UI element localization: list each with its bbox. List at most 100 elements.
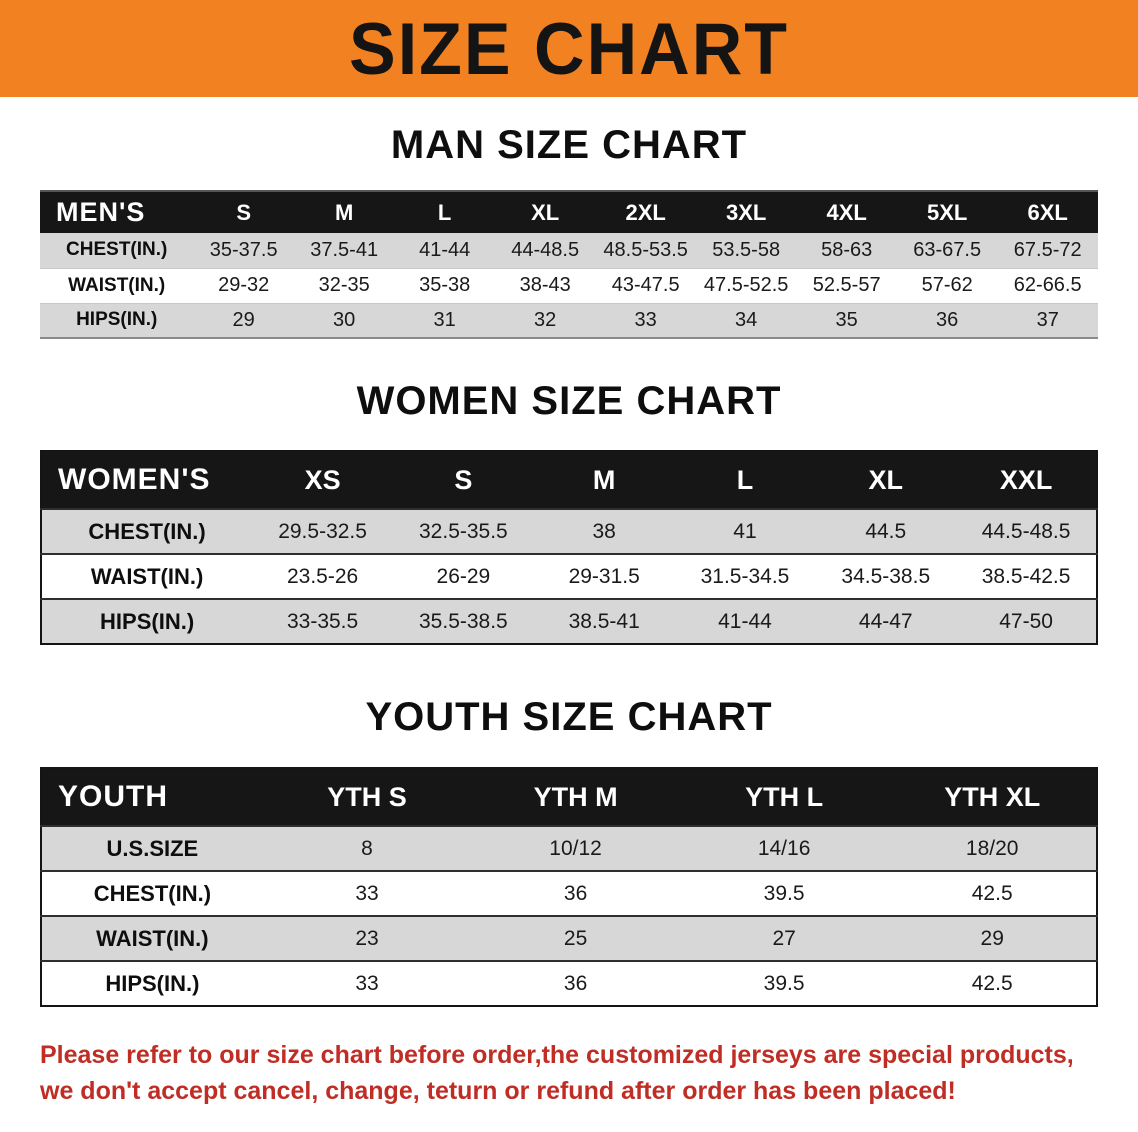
men-cell: 32-35 xyxy=(318,274,370,296)
women-size-chart-heading: WOMEN SIZE CHART xyxy=(356,379,782,423)
men-cell: 62-66.5 xyxy=(1013,274,1082,296)
men-column-header: 5XL xyxy=(896,191,998,233)
men-cell: 30 xyxy=(333,308,356,331)
women-cell: 35.5-38.5 xyxy=(419,609,508,633)
men-cell: 35-37.5 xyxy=(209,238,278,261)
women-cell: 44.5 xyxy=(865,519,907,543)
men-cell: 43-47.5 xyxy=(611,274,680,296)
size-chart-banner: SIZE CHART xyxy=(0,0,1138,97)
youth-row-label: CHEST(IN.) xyxy=(93,880,212,906)
women-cell: 38 xyxy=(592,519,616,543)
women-size-chart-section: WOMEN SIZE CHART WOMEN'S XS S M L XL XXL CHEST(… xyxy=(0,379,1138,645)
youth-size-table: YOUTH YTH S YTH M YTH L YTH XL U.S.SIZE 8 10/12… xyxy=(40,767,1098,1007)
youth-cell: 14/16 xyxy=(757,836,811,860)
men-table-row: HIPS(IN.) 29 30 31 32 33 34 35 36 37 xyxy=(40,303,1098,338)
men-cell: 41-44 xyxy=(419,238,471,261)
women-row-label: WAIST(IN.) xyxy=(90,563,204,589)
women-cell: 29.5-32.5 xyxy=(278,519,367,543)
women-cell: 26-29 xyxy=(436,564,491,588)
women-column-header: S xyxy=(392,451,534,509)
youth-table-title: YOUTH xyxy=(41,768,263,826)
women-table-row: CHEST(IN.) 29.5-32.5 32.5-35.5 38 41 44.5 44.5… xyxy=(41,509,1097,554)
youth-cell: 36 xyxy=(563,881,588,905)
men-column-header: XL xyxy=(494,191,596,233)
men-cell: 32 xyxy=(534,308,557,331)
men-column-header: 2XL xyxy=(595,191,696,233)
women-cell: 44.5-48.5 xyxy=(981,519,1071,543)
youth-cell: 27 xyxy=(772,926,796,950)
youth-column-header: YTH S xyxy=(262,768,472,826)
women-cell: 33-35.5 xyxy=(286,609,359,633)
disclaimer-line-2: we don't accept cancel, change, teturn o… xyxy=(40,1077,956,1106)
youth-size-table-wrap: YOUTH YTH S YTH M YTH L YTH XL U.S.SIZE 8 10/12… xyxy=(40,767,1098,1007)
men-column-header: M xyxy=(293,191,395,233)
women-cell: 44-47 xyxy=(858,609,913,633)
women-cell: 41-44 xyxy=(718,609,772,633)
youth-cell: 10/12 xyxy=(549,836,602,860)
men-cell: 31 xyxy=(433,308,456,331)
men-cell: 52.5-57 xyxy=(812,274,881,296)
youth-cell: 42.5 xyxy=(971,881,1013,905)
men-size-chart-section: MAN SIZE CHART MEN'S S M L XL 2XL 3XL 4XL 5XL 6XL… xyxy=(0,123,1138,339)
women-table-title: WOMEN'S xyxy=(41,451,253,509)
women-cell: 41 xyxy=(733,519,757,543)
women-column-header: XXL xyxy=(956,451,1097,509)
men-table-row: WAIST(IN.) 29-32 32-35 35-38 38-43 43-47.5 47.… xyxy=(40,268,1098,303)
men-cell: 57-62 xyxy=(921,274,973,296)
youth-row-label: HIPS(IN.) xyxy=(105,970,200,996)
women-cell: 31.5-34.5 xyxy=(700,564,790,588)
youth-cell: 25 xyxy=(563,926,588,950)
disclaimer-line-1: Please refer to our size chart before or… xyxy=(40,1041,1074,1069)
men-size-chart-heading: MAN SIZE CHART xyxy=(390,123,748,167)
disclaimer-text: Please refer to our size chart before or… xyxy=(40,1037,1138,1110)
men-size-table: MEN'S S M L XL 2XL 3XL 4XL 5XL 6XL CHEST(IN.) 35-37… xyxy=(40,190,1098,339)
youth-cell: 33 xyxy=(355,881,379,905)
men-cell: 67.5-72 xyxy=(1013,238,1082,261)
men-cell: 37 xyxy=(1036,308,1059,331)
youth-column-header: YTH XL xyxy=(888,768,1097,826)
youth-column-header: YTH L xyxy=(679,768,889,826)
women-cell: 38.5-42.5 xyxy=(981,564,1071,588)
men-cell: 35-38 xyxy=(419,274,471,296)
youth-table-row: CHEST(IN.) 33 36 39.5 42.5 xyxy=(41,871,1097,916)
men-size-table-wrap: MEN'S S M L XL 2XL 3XL 4XL 5XL 6XL CHEST(IN.) 35-37… xyxy=(40,190,1098,339)
women-column-header: XL xyxy=(815,451,957,509)
youth-cell: 29 xyxy=(980,926,1004,950)
women-cell: 23.5-26 xyxy=(286,564,359,588)
youth-row-label: WAIST(IN.) xyxy=(96,925,209,951)
women-column-header: M xyxy=(533,451,675,509)
youth-cell: 8 xyxy=(361,836,373,860)
women-cell: 38.5-41 xyxy=(568,609,640,633)
men-cell: 34 xyxy=(735,308,758,331)
women-cell: 29-31.5 xyxy=(568,564,640,588)
men-cell: 47.5-52.5 xyxy=(703,274,789,296)
men-cell: 48.5-53.5 xyxy=(603,238,688,261)
women-header-row: WOMEN'S XS S M L XL XXL xyxy=(41,451,1097,509)
men-row-label: CHEST(IN.) xyxy=(66,239,168,261)
youth-cell: 36 xyxy=(563,971,588,995)
men-table-row: CHEST(IN.) 35-37.5 37.5-41 41-44 44-48.5 48.5… xyxy=(40,233,1098,268)
men-column-header: 6XL xyxy=(997,191,1098,233)
men-table-title: MEN'S xyxy=(40,191,194,233)
women-size-table-wrap: WOMEN'S XS S M L XL XXL CHEST(IN.) 29.5-32.5 32.5… xyxy=(40,450,1098,645)
youth-cell: 39.5 xyxy=(763,971,805,995)
men-cell: 38-43 xyxy=(519,274,571,296)
men-cell: 53.5-58 xyxy=(712,238,781,261)
women-size-table: WOMEN'S XS S M L XL XXL CHEST(IN.) 29.5-32.5 32.5… xyxy=(40,450,1098,645)
youth-cell: 23 xyxy=(355,926,379,950)
women-column-header: L xyxy=(674,451,816,509)
youth-column-header: YTH M xyxy=(471,768,680,826)
men-column-header: 3XL xyxy=(695,191,797,233)
men-cell: 44-48.5 xyxy=(511,238,580,261)
women-row-label: HIPS(IN.) xyxy=(100,608,195,634)
men-cell: 29 xyxy=(232,308,255,331)
youth-cell: 33 xyxy=(355,971,379,995)
men-row-label: HIPS(IN.) xyxy=(76,309,158,331)
youth-cell: 18/20 xyxy=(965,836,1019,860)
size-chart-title: SIZE CHART xyxy=(349,7,789,90)
women-cell: 34.5-38.5 xyxy=(841,564,931,588)
youth-cell: 42.5 xyxy=(971,971,1013,995)
youth-size-chart-section: YOUTH SIZE CHART YOUTH YTH S YTH M YTH L YTH… xyxy=(0,695,1138,1007)
men-header-row: MEN'S S M L XL 2XL 3XL 4XL 5XL 6XL xyxy=(40,191,1098,233)
men-cell: 29-32 xyxy=(218,274,270,296)
